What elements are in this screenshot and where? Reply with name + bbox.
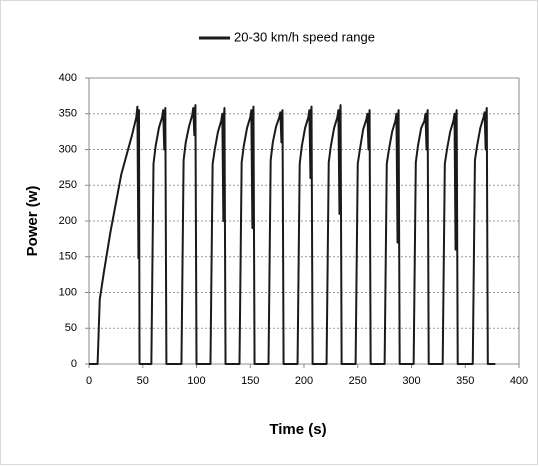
y-tick-label: 150: [59, 251, 77, 263]
y-tick-label: 0: [71, 358, 77, 370]
y-tick-label: 250: [59, 179, 77, 191]
x-axis-label: Time (s): [269, 421, 326, 438]
y-tick-label: 350: [59, 108, 77, 120]
x-tick-label: 50: [137, 375, 149, 387]
x-tick-label: 250: [349, 375, 367, 387]
x-tick-label: 300: [402, 375, 420, 387]
y-tick-label: 300: [59, 143, 77, 155]
y-axis-label: Power (w): [24, 186, 41, 257]
data-line: [89, 104, 496, 365]
y-tick-label: 50: [65, 322, 77, 334]
y-tick-label: 400: [59, 72, 77, 84]
x-tick-label: 350: [456, 375, 474, 387]
x-tick-label: 400: [510, 375, 528, 387]
x-tick-label: 200: [295, 375, 313, 387]
x-tick-label: 100: [187, 375, 205, 387]
legend-label: 20-30 km/h speed range: [234, 29, 375, 44]
y-tick-label: 100: [59, 286, 77, 298]
y-tick-label: 200: [59, 215, 77, 227]
x-tick-label: 0: [86, 375, 92, 387]
x-tick-label: 150: [241, 375, 259, 387]
